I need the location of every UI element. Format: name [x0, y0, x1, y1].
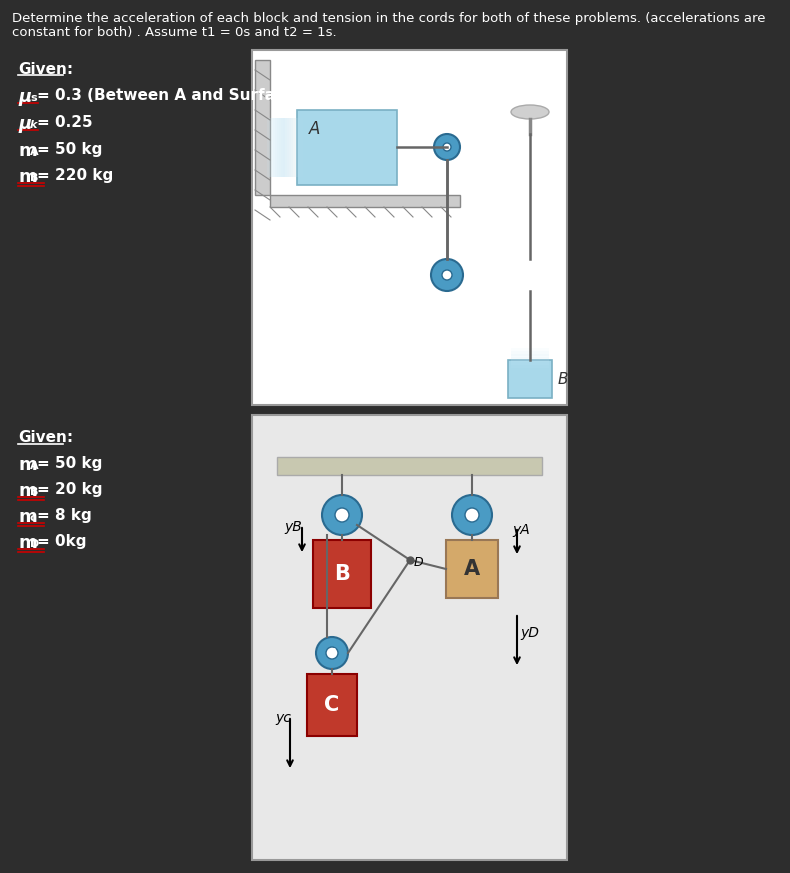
- Bar: [277, 118, 295, 177]
- Text: = 220 kg: = 220 kg: [37, 168, 113, 183]
- Text: B: B: [30, 487, 39, 497]
- Bar: [267, 118, 285, 177]
- Text: Given:: Given:: [18, 62, 73, 77]
- Text: m: m: [18, 534, 37, 552]
- Bar: [511, 360, 549, 368]
- Circle shape: [465, 508, 479, 522]
- Bar: [283, 118, 301, 177]
- Bar: [275, 118, 293, 177]
- Text: C: C: [325, 695, 340, 715]
- Circle shape: [316, 637, 348, 669]
- Text: B: B: [558, 372, 569, 387]
- Bar: [297, 110, 397, 185]
- Bar: [511, 348, 549, 356]
- Text: s: s: [30, 93, 36, 103]
- Bar: [269, 118, 287, 177]
- Text: m: m: [18, 142, 37, 160]
- Circle shape: [431, 259, 463, 291]
- Bar: [287, 118, 305, 177]
- Bar: [281, 118, 299, 177]
- Bar: [252, 50, 567, 405]
- Text: constant for both) . Assume t1 = 0s and t2 = 1s.: constant for both) . Assume t1 = 0s and …: [12, 26, 337, 39]
- Circle shape: [326, 647, 338, 659]
- Text: yc: yc: [275, 711, 291, 725]
- Bar: [271, 118, 289, 177]
- Text: μ: μ: [18, 115, 32, 133]
- Text: = 0.3 (Between A and Surface): = 0.3 (Between A and Surface): [37, 88, 301, 103]
- Text: m: m: [18, 456, 37, 474]
- Text: A: A: [30, 147, 39, 157]
- Circle shape: [335, 508, 349, 522]
- Text: D: D: [414, 556, 423, 569]
- Text: m: m: [18, 508, 37, 526]
- Text: yA: yA: [512, 523, 530, 537]
- Text: m: m: [18, 168, 37, 186]
- Text: c: c: [30, 513, 36, 523]
- Bar: [252, 415, 567, 860]
- Text: C: C: [329, 648, 336, 658]
- Bar: [279, 118, 297, 177]
- Text: = 20 kg: = 20 kg: [37, 482, 103, 497]
- Text: yB: yB: [284, 520, 302, 534]
- Bar: [273, 118, 291, 177]
- Bar: [285, 118, 303, 177]
- Text: = 0.25: = 0.25: [37, 115, 92, 130]
- Text: Determine the acceleration of each block and tension in the cords for both of th: Determine the acceleration of each block…: [12, 12, 766, 25]
- Text: D: D: [30, 539, 40, 549]
- Bar: [277, 457, 542, 475]
- Text: = 0kg: = 0kg: [37, 534, 86, 549]
- Circle shape: [434, 134, 460, 160]
- Circle shape: [452, 495, 492, 535]
- Bar: [511, 354, 549, 362]
- Text: m: m: [18, 482, 37, 500]
- Text: A: A: [30, 461, 39, 471]
- Text: yD: yD: [520, 626, 539, 640]
- Text: = 8 kg: = 8 kg: [37, 508, 92, 523]
- Text: μ: μ: [18, 88, 32, 106]
- Text: B: B: [334, 564, 350, 584]
- Circle shape: [443, 143, 451, 151]
- Bar: [511, 351, 549, 359]
- Circle shape: [322, 495, 362, 535]
- Text: k: k: [30, 120, 37, 130]
- Bar: [511, 357, 549, 365]
- Text: = 50 kg: = 50 kg: [37, 456, 103, 471]
- Bar: [446, 540, 498, 598]
- Bar: [255, 60, 270, 195]
- Text: A: A: [464, 559, 480, 579]
- Text: A: A: [309, 120, 321, 138]
- Bar: [289, 118, 307, 177]
- Text: Given:: Given:: [18, 430, 73, 445]
- Bar: [508, 360, 552, 398]
- Bar: [270, 195, 460, 207]
- Circle shape: [442, 270, 452, 280]
- Bar: [307, 674, 357, 736]
- Text: B: B: [30, 173, 39, 183]
- Text: = 50 kg: = 50 kg: [37, 142, 103, 157]
- Ellipse shape: [511, 105, 549, 119]
- Bar: [313, 540, 371, 608]
